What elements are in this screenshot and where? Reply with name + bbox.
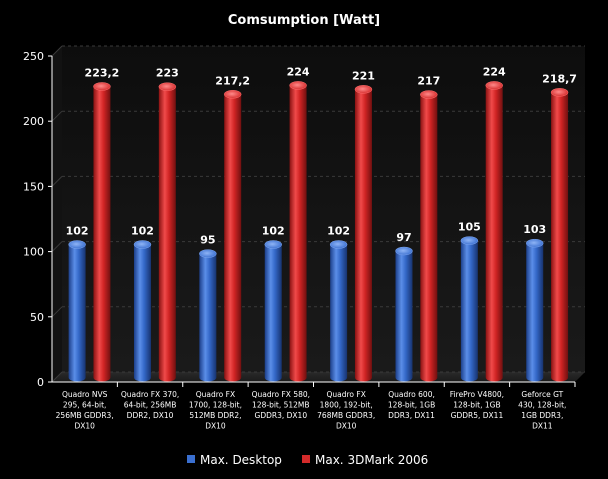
- y-tick-label: 50: [30, 311, 44, 324]
- bar-max-3dmark: [158, 82, 177, 382]
- x-tick-label: Quadro FX 1700, 128-bit, 512MB DDR2, DX10: [189, 390, 242, 431]
- data-label-3dmark: 224: [287, 65, 310, 78]
- bar-max-desktop: [460, 236, 479, 382]
- data-label-desktop: 102: [66, 224, 89, 237]
- legend-swatch-3dmark: [302, 455, 310, 463]
- data-label-desktop: 95: [200, 234, 215, 247]
- bar-max-desktop: [395, 246, 413, 382]
- bar-max-desktop: [525, 238, 544, 382]
- chart-title: Comsumption [Watt]: [228, 13, 380, 28]
- legend: Max. Desktop Max. 3DMark 2006: [187, 453, 428, 467]
- bars: [68, 81, 569, 382]
- x-tick-label: Quadro NVS 295, 64-bit, 256MB GDDR3, DX10: [56, 390, 114, 431]
- bar-max-desktop: [329, 240, 348, 382]
- bar-max-3dmark: [485, 81, 503, 382]
- data-label-3dmark: 223: [156, 67, 179, 80]
- plot-area: [52, 46, 585, 382]
- plot-floor: [52, 372, 585, 382]
- bar-max-3dmark: [93, 82, 111, 382]
- x-tick-label: Quadro FX 370, 64-bit, 256MB DDR2, DX10: [121, 390, 179, 420]
- legend-swatch-desktop: [187, 455, 195, 463]
- gridline-depth: [51, 110, 63, 122]
- legend-label-desktop: Max. Desktop: [200, 453, 282, 467]
- bar-max-desktop: [199, 249, 217, 382]
- bar-max-3dmark: [289, 81, 307, 382]
- x-tick-label: Geforce GT 430, 128-bit, 1GB DDR3, DX11: [518, 390, 566, 431]
- bar-max-desktop: [68, 240, 86, 382]
- x-tick-label: Quadro 600, 128-bit, 1GB DDR3, DX11: [388, 390, 435, 420]
- y-tick-label: 250: [23, 50, 44, 63]
- data-label-3dmark: 218,7: [542, 72, 577, 85]
- data-label-desktop: 102: [262, 224, 285, 237]
- bar-max-desktop: [133, 240, 152, 382]
- gridline-depth: [51, 241, 63, 252]
- data-label-desktop: 102: [131, 224, 154, 237]
- data-labels: 102 223,2 102 223 95 217,2 102 224 102 221 97 217 10…: [66, 65, 577, 246]
- data-label-3dmark: 221: [352, 69, 375, 82]
- data-label-desktop: 103: [523, 223, 546, 236]
- x-tick-label: Quadro FX 1800, 192-bit, 768MB GDDR3, DX10: [317, 390, 375, 431]
- x-tick-label: FirePro V4800, 128-bit, 1GB GDDR5, DX11: [450, 390, 504, 420]
- x-tick-label: Quadro FX 580, 128-bit, 512MB GDDR3, DX10: [252, 390, 310, 420]
- bar-max-3dmark: [420, 90, 438, 382]
- data-label-desktop: 105: [458, 221, 481, 234]
- gridline-depth: [51, 45, 63, 57]
- bar-max-3dmark: [223, 90, 242, 382]
- gridline-depth: [51, 306, 63, 318]
- data-label-3dmark: 217,2: [215, 74, 250, 87]
- y-axis: 0 50 100 150 200 250: [23, 50, 53, 389]
- data-label-desktop: 97: [396, 231, 411, 244]
- gridline-depth: [51, 371, 63, 383]
- legend-label-3dmark: Max. 3DMark 2006: [315, 453, 428, 467]
- y-tick-label: 200: [23, 115, 44, 128]
- y-tick-label: 100: [23, 246, 44, 259]
- bar-max-desktop: [264, 240, 282, 382]
- gridlines: [51, 45, 585, 383]
- bar-max-3dmark: [550, 88, 569, 382]
- bar-max-3dmark: [354, 85, 373, 382]
- gridline-depth: [51, 176, 63, 187]
- plot-side-wall: [52, 46, 62, 382]
- data-label-3dmark: 224: [483, 65, 506, 78]
- y-tick-label: 150: [23, 180, 44, 193]
- y-tick-label: 0: [37, 376, 44, 389]
- data-label-3dmark: 217: [417, 75, 440, 88]
- x-axis: Quadro NVS 295, 64-bit, 256MB GDDR3, DX10Qu…: [52, 381, 576, 431]
- data-label-3dmark: 223,2: [85, 66, 120, 79]
- data-label-desktop: 102: [327, 224, 350, 237]
